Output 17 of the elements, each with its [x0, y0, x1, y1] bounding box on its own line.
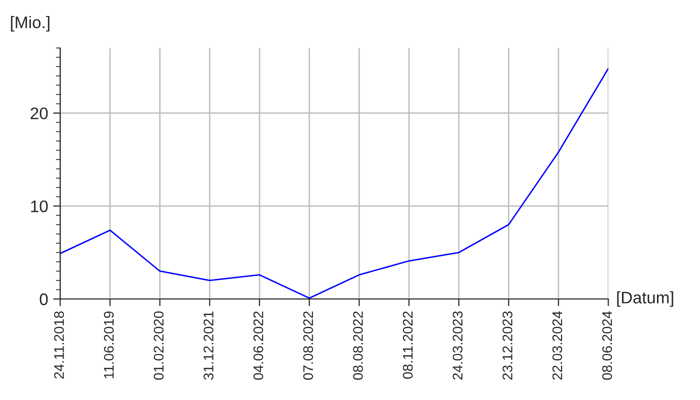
- x-tick-label: 24.03.2023: [452, 311, 463, 380]
- x-tick-label: 08.08.2022: [353, 311, 363, 380]
- x-tick-label: 23.12.2023: [502, 311, 512, 380]
- y-tick-label: 20: [30, 107, 48, 120]
- x-tick-label: 07.08.2022: [303, 311, 314, 380]
- x-tick-label: 22.03.2024: [552, 311, 562, 380]
- x-tick-label: 01.02.2020: [154, 311, 164, 380]
- x-tick-label: 24.11.2018: [54, 311, 64, 379]
- y-axis-title: [Mio.]: [10, 16, 50, 32]
- x-tick-label: 31.12.2021: [204, 311, 214, 380]
- x-tick-label: 08.06.2024: [602, 311, 612, 380]
- x-axis-title: [Datum]: [617, 291, 674, 307]
- y-tick-label: 10: [31, 200, 48, 212]
- x-tick-label: 11.06.2019: [104, 311, 114, 378]
- x-tick-label: 08.11.2022: [402, 311, 413, 379]
- y-tick-label: 0: [40, 293, 48, 306]
- x-tick-label: 04.06.2022: [253, 311, 264, 380]
